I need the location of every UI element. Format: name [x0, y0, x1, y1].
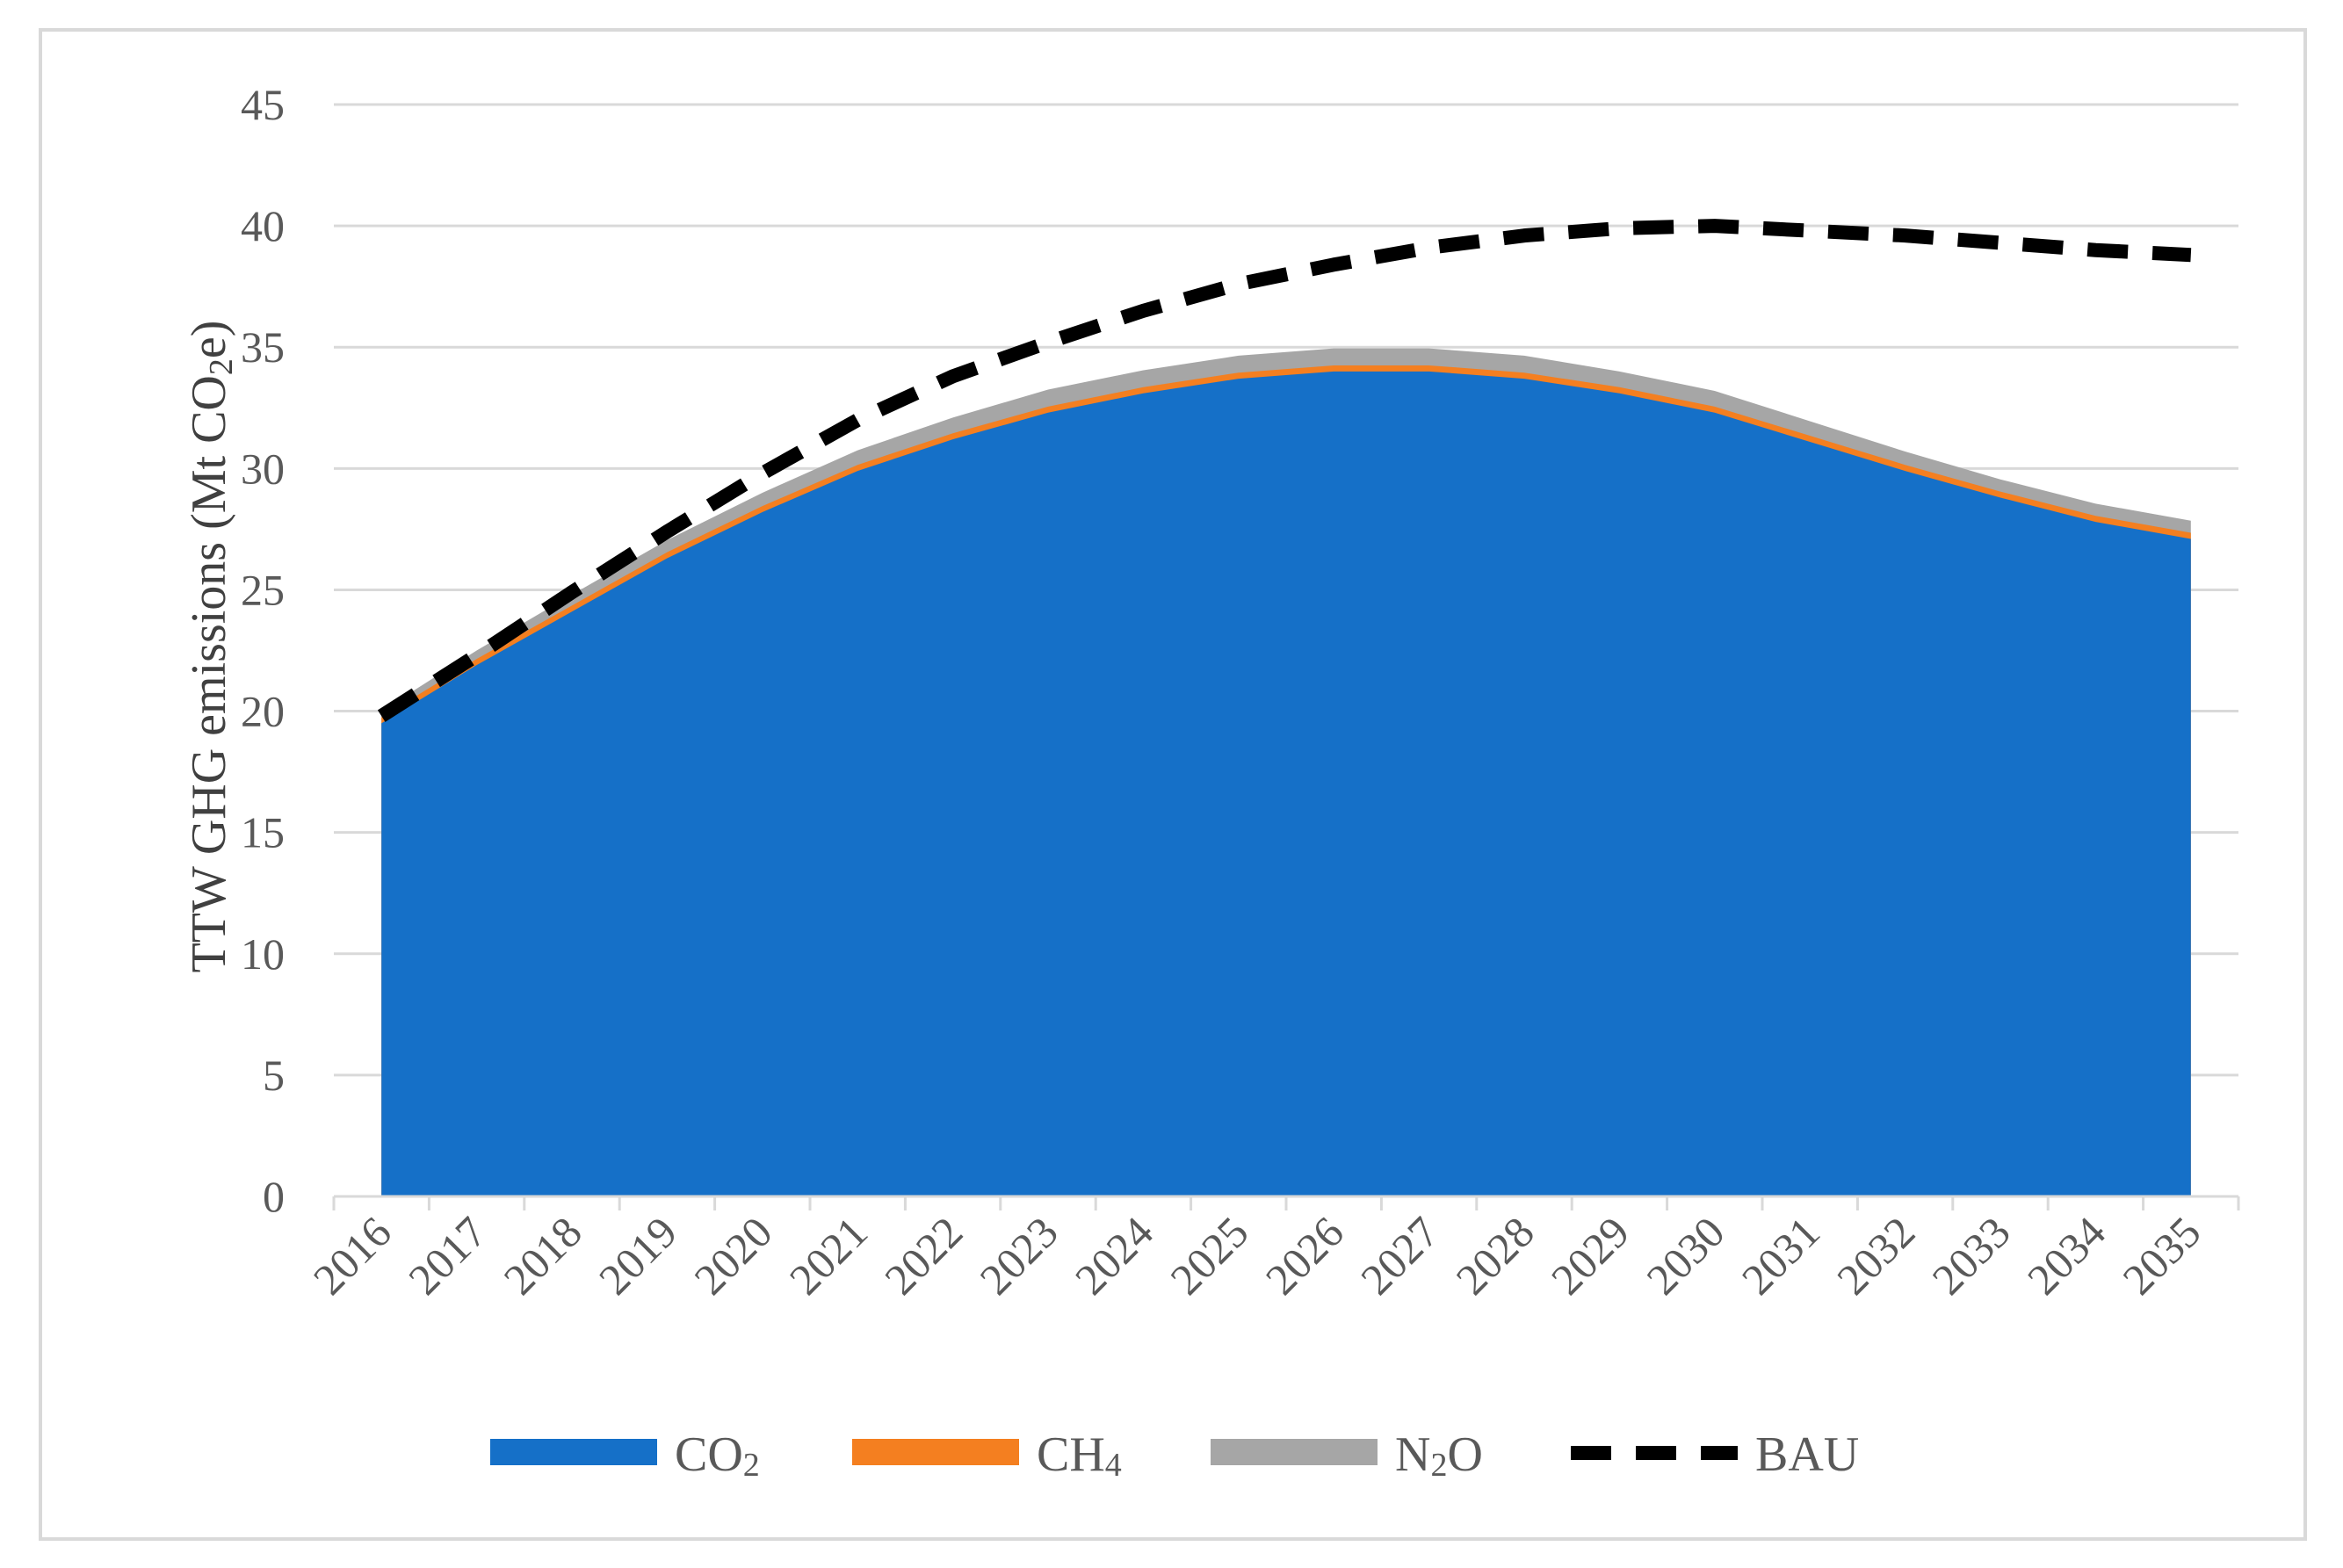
- y-tick-label: 15: [241, 808, 285, 857]
- x-tick-label: 2035: [2113, 1207, 2209, 1304]
- x-tick-label: 2028: [1446, 1207, 1543, 1304]
- y-tick-label: 40: [241, 201, 285, 250]
- x-tick-label: 2018: [494, 1207, 590, 1304]
- line-series-bau: [377, 219, 2192, 722]
- x-tick-label: 2017: [399, 1207, 495, 1304]
- y-tick-label: 35: [241, 322, 285, 372]
- x-tick-label: 2021: [780, 1207, 877, 1304]
- y-axis-label-end: e): [182, 321, 236, 359]
- legend: CO2 CH4 N2O BAU: [490, 1427, 1859, 1484]
- legend-label: BAU: [1755, 1427, 1859, 1482]
- legend-label: N2O: [1395, 1427, 1483, 1484]
- x-axis: [332, 1195, 2240, 1210]
- x-tick-label: 2022: [875, 1207, 972, 1304]
- y-axis-label: TTW GHG emissions (Mt CO2e): [182, 321, 240, 973]
- legend-item-n2o: N2O: [1211, 1427, 1483, 1484]
- x-tick-label: 2032: [1827, 1207, 1924, 1304]
- x-tick-label: 2034: [2018, 1207, 2115, 1304]
- x-tick-label: 2026: [1256, 1207, 1353, 1304]
- legend-item-co2: CO2: [490, 1427, 760, 1484]
- x-tick-label: 2033: [1922, 1207, 2019, 1304]
- x-tick-label: 2020: [684, 1207, 781, 1304]
- x-tick-label: 2023: [970, 1207, 1067, 1304]
- legend-swatch: [490, 1439, 657, 1465]
- y-axis-tick-labels: 0 5 10 15 20 25 30 35 40 45: [241, 80, 285, 1221]
- legend-item-bau: BAU: [1571, 1427, 1859, 1482]
- x-tick-label: 2029: [1542, 1207, 1638, 1304]
- legend-item-ch4: CH4: [852, 1427, 1122, 1484]
- legend-swatch: [852, 1439, 1019, 1465]
- y-tick-label: 20: [241, 687, 285, 736]
- y-tick-label: 25: [241, 565, 285, 614]
- bau-line-layer: [377, 219, 2192, 722]
- y-tick-label: 30: [241, 444, 285, 493]
- stacked-areas: [381, 348, 2191, 1196]
- x-tick-label: 2024: [1066, 1207, 1162, 1304]
- y-tick-label: 0: [263, 1172, 285, 1221]
- legend-swatch: [1211, 1439, 1378, 1465]
- x-tick-label: 2031: [1732, 1207, 1829, 1304]
- y-axis-label-subscript: 2: [203, 358, 240, 375]
- x-axis-tick-labels: 2016201720182019202020212022202320242025…: [304, 1207, 2210, 1304]
- y-axis-label-main: TTW GHG emissions (Mt CO: [182, 375, 236, 972]
- y-tick-label: 45: [241, 80, 285, 129]
- x-tick-label: 2019: [589, 1207, 686, 1304]
- y-tick-label: 5: [263, 1051, 285, 1100]
- y-tick-label: 10: [241, 929, 285, 979]
- x-tick-label: 2027: [1351, 1207, 1448, 1304]
- x-tick-label: 2025: [1161, 1207, 1257, 1304]
- chart-frame: 0 5 10 15 20 25 30 35 40 45 2016 2017 2018 2019 2020 2…: [39, 28, 2307, 1541]
- x-tick-label: 2030: [1637, 1207, 1733, 1304]
- legend-label: CO2: [675, 1427, 760, 1484]
- legend-label: CH4: [1037, 1427, 1122, 1484]
- area-series-co2: [381, 371, 2191, 1196]
- x-tick-label: 2016: [304, 1207, 401, 1304]
